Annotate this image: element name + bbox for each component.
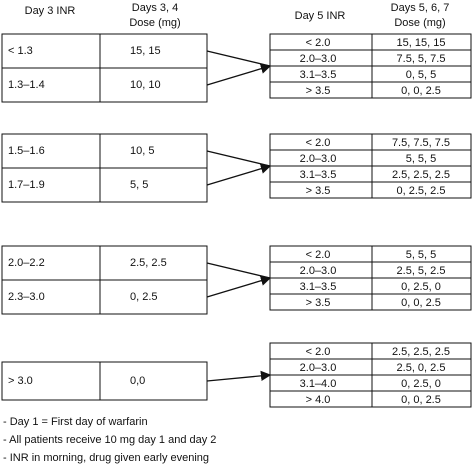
day567-dose: 0, 0, 2.5	[401, 85, 441, 97]
day567-dose: 0, 2.5, 0	[401, 281, 441, 293]
day567-dose: 0, 2.5, 2.5	[397, 185, 446, 197]
day3-inr: 2.0–2.2	[8, 257, 45, 269]
day34-dose: 0,0	[130, 375, 145, 387]
day567-dose: 5, 5, 5	[406, 249, 437, 261]
day567-dose: 0, 0, 2.5	[401, 297, 441, 309]
day3-inr: < 1.3	[8, 45, 33, 57]
day3-inr: 2.3–3.0	[8, 291, 45, 303]
header: Dose (mg)	[394, 17, 445, 29]
day34-dose: 2.5, 2.5	[130, 257, 167, 269]
day34-dose: 15, 15	[130, 45, 161, 57]
arrow	[206, 150, 271, 167]
day5-inr: 3.1–3.5	[300, 169, 337, 181]
note: - All patients receive 10 mg day 1 and d…	[3, 434, 216, 446]
day567-dose: 7.5, 5, 7.5	[397, 53, 446, 65]
day567-dose: 0, 5, 5	[406, 69, 437, 81]
header: Day 5 INR	[295, 10, 346, 22]
day34-dose: 5, 5	[130, 179, 148, 191]
day567-dose: 2.5, 2.5, 2.5	[392, 346, 450, 358]
day3-inr: > 3.0	[8, 375, 33, 387]
day5-inr: 2.0–3.0	[300, 265, 337, 277]
day34-dose: 10, 5	[130, 145, 154, 157]
header: Day 3 INR	[25, 5, 76, 17]
day567-dose: 2.5, 2.5, 2.5	[392, 169, 450, 181]
day5-inr: < 2.0	[306, 37, 331, 49]
day5-inr: < 2.0	[306, 346, 331, 358]
note: - INR in morning, drug given early eveni…	[3, 452, 209, 464]
day567-dose: 2.5, 0, 2.5	[397, 362, 446, 374]
day5-inr: > 4.0	[306, 394, 331, 406]
day567-dose: 0, 2.5, 0	[401, 378, 441, 390]
day5-inr: > 3.5	[306, 185, 331, 197]
day34-dose: 0, 2.5	[130, 291, 158, 303]
day3-inr: 1.3–1.4	[8, 79, 45, 91]
note: - Day 1 = First day of warfarin	[3, 416, 148, 428]
day567-dose: 0, 0, 2.5	[401, 394, 441, 406]
arrow	[206, 50, 271, 67]
arrow	[206, 262, 271, 279]
arrow	[206, 370, 272, 382]
day5-inr: < 2.0	[306, 249, 331, 261]
day5-inr: > 3.5	[306, 85, 331, 97]
day5-inr: < 2.0	[306, 137, 331, 149]
header: Dose (mg)	[129, 17, 180, 29]
day5-inr: > 3.5	[306, 297, 331, 309]
day34-dose: 10, 10	[130, 79, 161, 91]
arrow	[206, 63, 272, 86]
header: Days 5, 6, 7	[391, 2, 450, 14]
day5-inr: 2.0–3.0	[300, 362, 337, 374]
day5-inr: 2.0–3.0	[300, 153, 337, 165]
day5-inr: 3.1–3.5	[300, 69, 337, 81]
day567-dose: 5, 5, 5	[406, 153, 437, 165]
header: Days 3, 4	[132, 2, 178, 14]
day567-dose: 2.5, 5, 2.5	[397, 265, 446, 277]
arrow	[206, 275, 272, 298]
day5-inr: 3.1–4.0	[300, 378, 337, 390]
day5-inr: 2.0–3.0	[300, 53, 337, 65]
day3-inr: 1.5–1.6	[8, 145, 45, 157]
day567-dose: 7.5, 7.5, 7.5	[392, 137, 450, 149]
day5-inr: 3.1–3.5	[300, 281, 337, 293]
arrow	[206, 163, 272, 186]
day567-dose: 15, 15, 15	[397, 37, 446, 49]
day3-inr: 1.7–1.9	[8, 179, 45, 191]
